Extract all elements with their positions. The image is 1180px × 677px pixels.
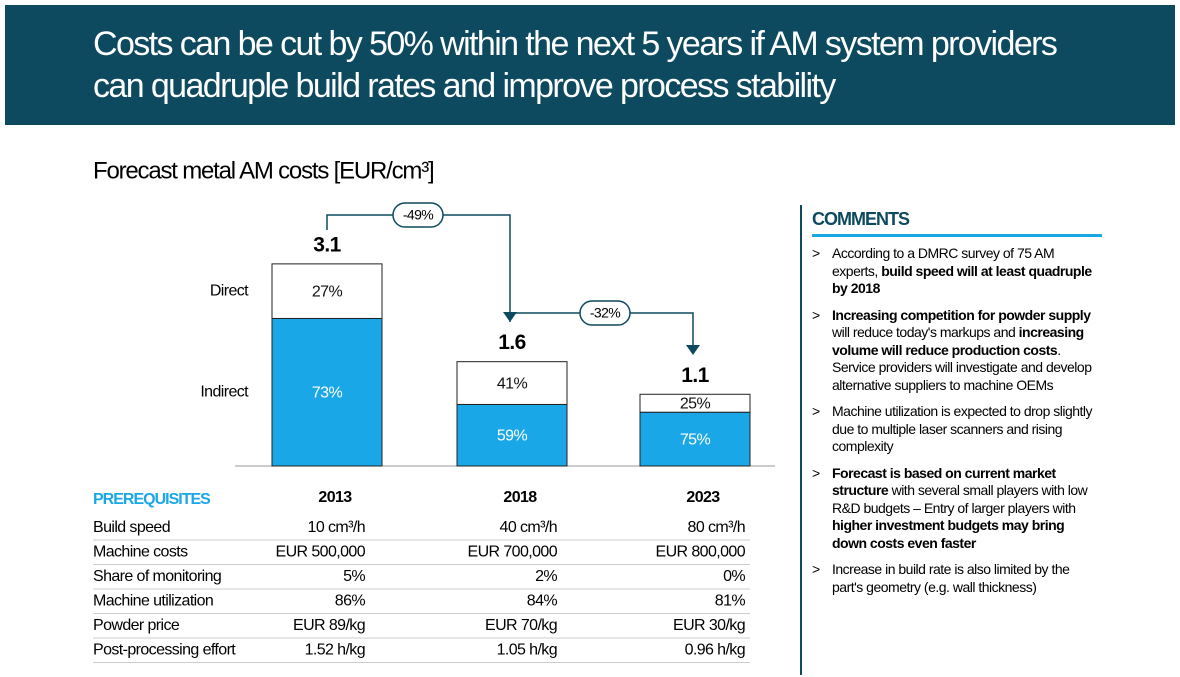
bar-segment (456, 403, 568, 467)
comment: Increase in build rate is also limited b… (812, 561, 1097, 596)
table-value: 84% (527, 593, 558, 610)
legend-label: Indirect (200, 383, 249, 400)
comment-text: increasing volume will reduce production… (832, 324, 1084, 358)
change-label: -32% (590, 305, 620, 321)
table-value: 86% (335, 593, 366, 610)
comment-text: Increasing competition for powder supply (832, 306, 1091, 323)
table-value: 0.96 h/kg (685, 642, 745, 659)
comment-text: Machine utilization is expected to drop … (832, 403, 1093, 454)
comment: According to a DMRC survey of 75 AM expe… (812, 245, 1097, 298)
comment-text: . Service providers will investigate and… (832, 341, 1092, 393)
total-label: 1.6 (498, 331, 525, 354)
change-box (579, 300, 631, 326)
bar-segment (639, 393, 751, 413)
table-label: Machine utilization (93, 593, 213, 610)
segment-label: 41% (497, 375, 528, 392)
comment-text: with several small players with low R&D … (832, 482, 1088, 516)
table-label: Share of monitoring (93, 568, 221, 585)
bar-segment (639, 411, 751, 467)
table-value: 5% (343, 568, 365, 585)
table-value: EUR 800,000 (656, 544, 746, 561)
table-value: 10 cm³/h (308, 519, 365, 536)
comment: Machine utilization is expected to drop … (812, 403, 1097, 456)
comment-text: will reduce today's markups and (832, 324, 1019, 340)
year-label: 2023 (686, 489, 720, 506)
total-label: 3.1 (313, 233, 341, 256)
comment-text: According to a DMRC survey of 75 AM expe… (832, 245, 1055, 279)
comment-text: Forecast is based on current market stru… (832, 464, 1056, 499)
comment-text: Increase in build rate is also limited b… (832, 561, 1070, 595)
table-value: 1.05 h/kg (497, 642, 557, 659)
table-label: Build speed (93, 519, 170, 536)
comments: COMMENTS According to a DMRC survey of 7… (800, 205, 1102, 675)
bar-segment (456, 361, 568, 405)
header: Costs can be cut by 50% within the next … (5, 5, 1175, 125)
comment-text: build speed will at least quadruple by 2… (832, 262, 1092, 297)
arrow-head (686, 345, 700, 355)
table-label: Powder price (93, 617, 180, 634)
legend-label: Direct (210, 282, 249, 299)
table-value: 40 cm³/h (500, 519, 557, 536)
segment-label: 73% (312, 384, 343, 401)
year-label: 2013 (318, 489, 352, 506)
table-value: 80 cm³/h (688, 519, 745, 536)
comment: Forecast is based on current market stru… (812, 465, 1097, 553)
table-label: Post-processing effort (93, 642, 236, 659)
comment: Increasing competition for powder supply… (812, 307, 1097, 395)
header-title: Costs can be cut by 50% within the next … (93, 25, 1058, 105)
segment-label: 75% (680, 431, 711, 448)
table-value: EUR 500,000 (276, 544, 366, 561)
table-value: EUR 89/kg (293, 617, 365, 634)
comments-title: COMMENTS (812, 205, 1102, 237)
table-value: EUR 30/kg (673, 617, 745, 634)
change-label: -49% (403, 207, 433, 223)
table-value: 81% (715, 593, 746, 610)
comment-text: higher investment budgets may bring down… (832, 517, 1065, 551)
table-title: PREREQUISITES (93, 491, 211, 508)
table-label: Machine costs (93, 544, 188, 561)
table-value: 2% (535, 568, 557, 585)
change-box (392, 202, 444, 228)
total-label: 1.1 (681, 364, 709, 387)
chart-title: Forecast metal AM costs [EUR/cm³] (93, 157, 433, 184)
segment-label: 25% (680, 395, 711, 412)
table-value: 1.52 h/kg (305, 642, 365, 659)
segment-label: 27% (312, 283, 343, 300)
bar-segment (271, 263, 383, 319)
table-value: EUR 70/kg (485, 617, 557, 634)
comment-list: According to a DMRC survey of 75 AM expe… (812, 245, 1102, 596)
chart: Forecast metal AM costs [EUR/cm³] 73% Ind… (93, 157, 775, 663)
table-value: EUR 700,000 (468, 544, 558, 561)
table-value: 0% (723, 568, 745, 585)
segment-label: 59% (497, 427, 528, 444)
year-label: 2018 (503, 489, 537, 506)
